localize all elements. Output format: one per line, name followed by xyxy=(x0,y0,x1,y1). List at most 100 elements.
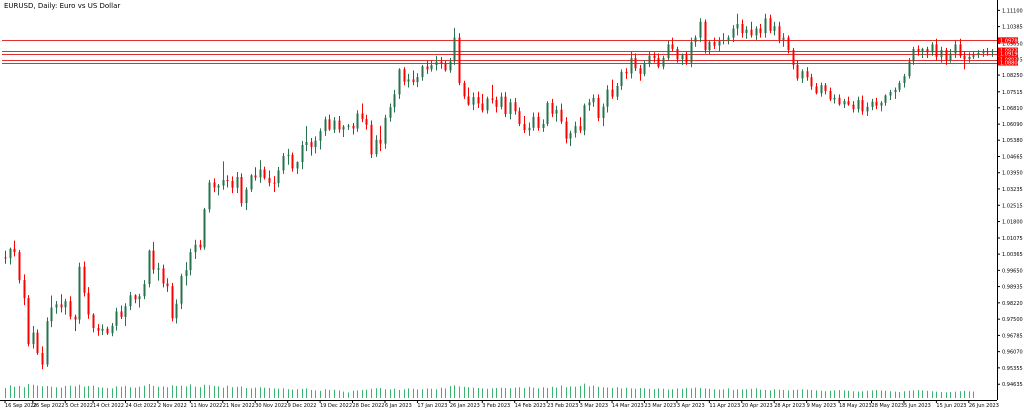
candle[interactable] xyxy=(338,115,341,133)
candle[interactable] xyxy=(843,98,846,108)
candle[interactable] xyxy=(78,262,81,324)
candle[interactable] xyxy=(875,97,878,110)
candle[interactable] xyxy=(23,274,26,306)
candle[interactable] xyxy=(718,37,721,52)
candle[interactable] xyxy=(324,116,327,136)
candle[interactable] xyxy=(523,115,526,133)
candle[interactable] xyxy=(764,13,767,38)
candle[interactable] xyxy=(240,173,243,207)
candle[interactable] xyxy=(199,240,202,250)
candle[interactable] xyxy=(583,103,586,136)
candle[interactable] xyxy=(277,167,280,188)
candle[interactable] xyxy=(565,117,568,144)
candle[interactable] xyxy=(796,60,799,81)
candle[interactable] xyxy=(954,39,957,59)
candle[interactable] xyxy=(365,114,368,130)
candle[interactable] xyxy=(162,264,165,288)
candle[interactable] xyxy=(532,112,535,131)
candle[interactable] xyxy=(46,317,49,367)
candle[interactable] xyxy=(741,19,744,38)
candle[interactable] xyxy=(352,122,355,135)
candle[interactable] xyxy=(440,56,443,69)
candle[interactable] xyxy=(60,294,63,313)
candle[interactable] xyxy=(287,148,290,165)
candle[interactable] xyxy=(500,92,503,110)
candle[interactable] xyxy=(13,240,16,257)
candle[interactable] xyxy=(194,239,197,259)
candle[interactable] xyxy=(231,176,234,194)
candle[interactable] xyxy=(389,103,392,122)
candle[interactable] xyxy=(662,55,665,70)
candle[interactable] xyxy=(143,280,146,300)
candle[interactable] xyxy=(824,83,827,95)
candle[interactable] xyxy=(972,51,975,60)
candle[interactable] xyxy=(50,295,53,328)
candle[interactable] xyxy=(412,70,415,86)
candle[interactable] xyxy=(217,184,220,196)
candle[interactable] xyxy=(555,105,558,122)
candle[interactable] xyxy=(254,167,257,181)
candle[interactable] xyxy=(685,51,688,65)
candle[interactable] xyxy=(699,18,702,43)
candle[interactable] xyxy=(129,291,132,311)
candle[interactable] xyxy=(968,52,971,63)
candle[interactable] xyxy=(597,94,600,122)
candle[interactable] xyxy=(898,80,901,93)
candle[interactable] xyxy=(857,96,860,113)
candle[interactable] xyxy=(912,46,915,65)
candle[interactable] xyxy=(546,101,549,127)
candle[interactable] xyxy=(569,130,572,147)
candle[interactable] xyxy=(801,69,804,84)
candle[interactable] xyxy=(453,27,456,65)
candle[interactable] xyxy=(694,35,697,47)
candle[interactable] xyxy=(263,166,266,180)
candle[interactable] xyxy=(602,103,605,127)
candle[interactable] xyxy=(708,39,711,55)
candle[interactable] xyxy=(759,23,762,38)
candle[interactable] xyxy=(657,53,660,69)
candle[interactable] xyxy=(773,21,776,36)
candle[interactable] xyxy=(847,96,850,106)
candle[interactable] xyxy=(820,82,823,97)
candle[interactable] xyxy=(852,101,855,113)
candle[interactable] xyxy=(542,119,545,132)
candle[interactable] xyxy=(379,125,382,152)
candle[interactable] xyxy=(189,248,192,276)
candle[interactable] xyxy=(245,187,248,211)
candle[interactable] xyxy=(518,107,521,127)
candle[interactable] xyxy=(959,38,962,59)
candle[interactable] xyxy=(963,51,966,70)
candle[interactable] xyxy=(727,35,730,45)
candle[interactable] xyxy=(9,247,12,265)
candle[interactable] xyxy=(616,83,619,101)
candle[interactable] xyxy=(305,126,308,152)
candle[interactable] xyxy=(838,94,841,106)
candle[interactable] xyxy=(18,249,21,284)
candle[interactable] xyxy=(124,303,127,326)
candle[interactable] xyxy=(991,48,994,57)
candle[interactable] xyxy=(935,38,938,61)
candle[interactable] xyxy=(690,37,693,68)
candle[interactable] xyxy=(903,73,906,88)
candle[interactable] xyxy=(393,89,396,113)
candle[interactable] xyxy=(917,45,920,56)
candle[interactable] xyxy=(291,152,294,172)
candle[interactable] xyxy=(537,112,540,131)
candle[interactable] xyxy=(606,85,609,113)
candle[interactable] xyxy=(787,35,790,54)
candle[interactable] xyxy=(398,68,401,99)
candle[interactable] xyxy=(495,96,498,113)
candle[interactable] xyxy=(509,98,512,120)
candle[interactable] xyxy=(138,293,141,308)
candle[interactable] xyxy=(222,161,225,190)
candle[interactable] xyxy=(926,46,929,59)
candle[interactable] xyxy=(259,160,262,183)
candle[interactable] xyxy=(384,114,387,149)
candle[interactable] xyxy=(810,73,813,90)
candle[interactable] xyxy=(977,50,980,59)
candle[interactable] xyxy=(792,47,795,70)
candle[interactable] xyxy=(778,21,781,44)
candle[interactable] xyxy=(560,103,563,124)
candle[interactable] xyxy=(361,103,364,123)
